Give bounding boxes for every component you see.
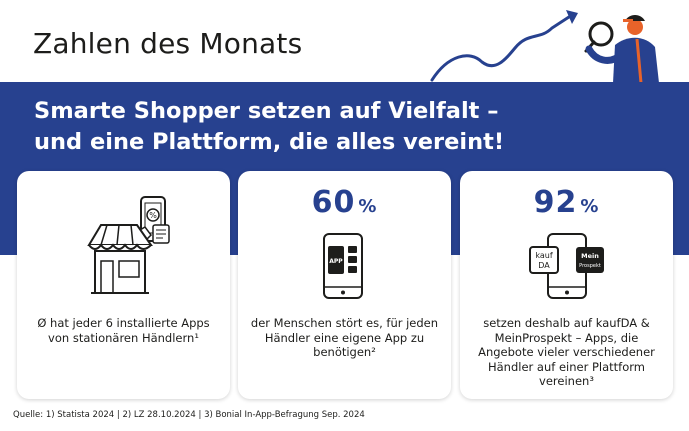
meinprospekt-label-top: Mein	[581, 252, 599, 260]
card-text: der Menschen stört es, für jeden Händler…	[250, 316, 439, 360]
meinprospekt-label-bottom: Prospekt	[579, 263, 601, 269]
headline-line-1: Smarte Shopper setzen auf Vielfalt –	[34, 98, 499, 124]
stat-card-apps-installed: % Ø hat jeder 6 installierte Apps von st…	[17, 171, 230, 399]
source-footnote: Quelle: 1) Statista 2024 | 2) LZ 28.10.2…	[13, 410, 365, 420]
stat-value: 60%	[311, 185, 378, 220]
smartphone-app-icon: APP	[323, 233, 363, 299]
app-label: APP	[329, 258, 343, 265]
headline: Smarte Shopper setzen auf Vielfalt – und…	[34, 96, 674, 158]
card-text: setzen deshalb auf kaufDA & MeinProspekt…	[478, 316, 655, 389]
stat-card-92-percent: 92% kauf DA Mein Prospekt setzen deshalb…	[460, 171, 673, 399]
stat-card-60-percent: 60% APP der Menschen stört es, für jeden…	[238, 171, 451, 399]
card-text: Ø hat jeder 6 installierte Apps von stat…	[37, 316, 210, 345]
headline-line-2: und eine Plattform, die alles vereint!	[34, 129, 505, 155]
store-icon: %	[87, 196, 170, 294]
person-magnifier-illustration	[584, 15, 659, 84]
page-title: Zahlen des Monats	[33, 27, 303, 60]
smartphone-kaufda-meinprospekt-icon: kauf DA Mein Prospekt	[529, 233, 604, 299]
kaufda-label-top: kauf	[535, 251, 552, 260]
growth-arrow-icon	[430, 10, 578, 82]
kaufda-label-bottom: DA	[538, 261, 550, 270]
svg-text:%: %	[149, 211, 157, 220]
stat-value: 92%	[533, 185, 600, 220]
